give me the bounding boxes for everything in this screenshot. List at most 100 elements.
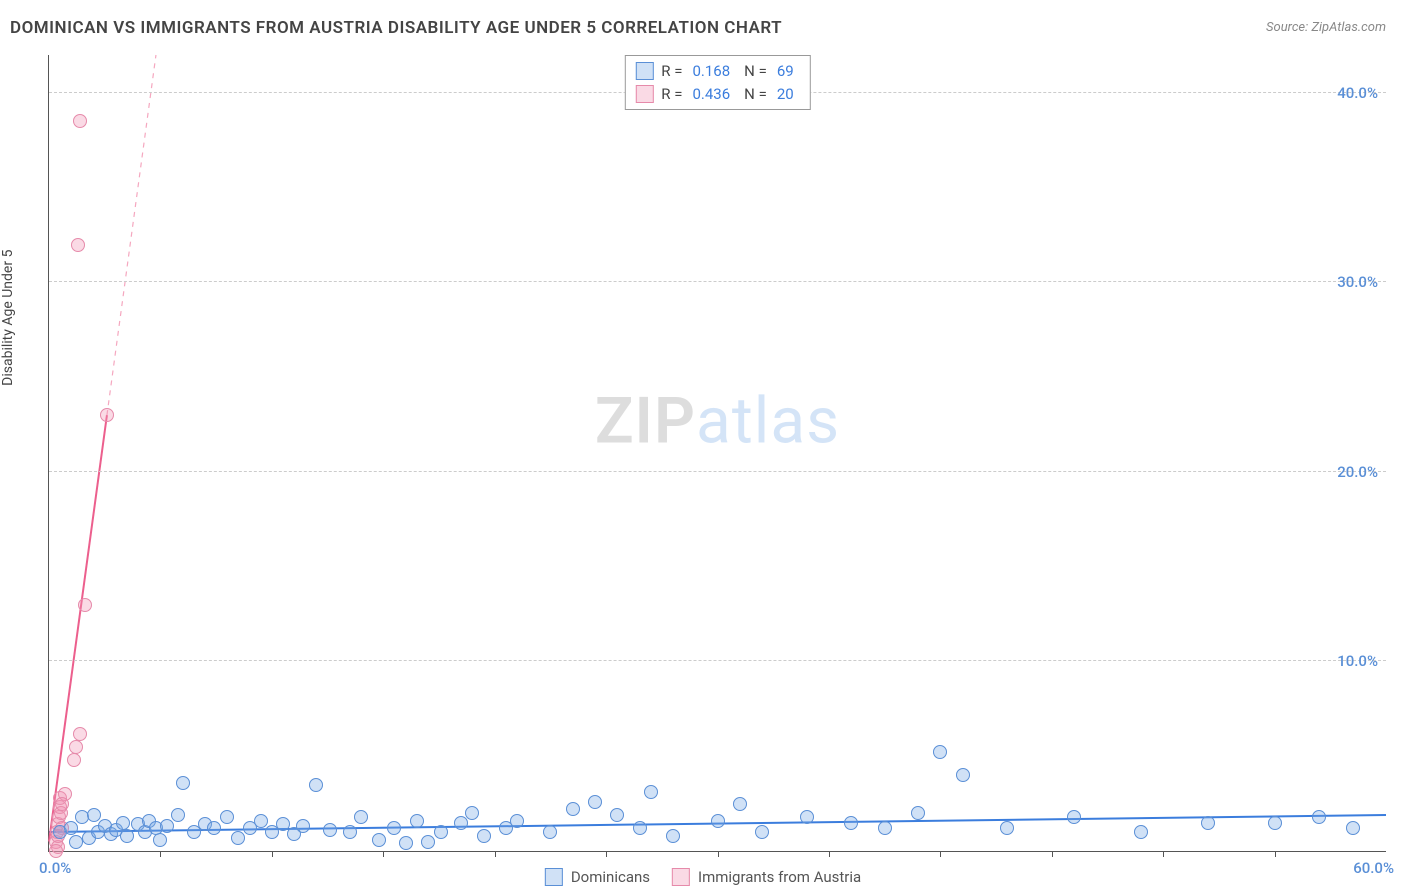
stat-row-dominicans: R = 0.168 N = 69 — [635, 60, 799, 83]
trend-line — [49, 415, 107, 841]
x-tick-mark — [495, 851, 496, 857]
data-point-dominicans — [343, 825, 357, 839]
data-point-dominicans — [87, 808, 101, 822]
source-name: ZipAtlas.com — [1311, 20, 1386, 35]
data-point-dominicans — [477, 829, 491, 843]
data-point-austria — [69, 740, 83, 754]
stat-r-label-dom: R = — [661, 60, 682, 83]
chart-plot-area: ZIPatlas 10.0% 20.0% 30.0% 40.0% R = 0.168 … — [48, 55, 1386, 852]
data-point-dominicans — [372, 833, 386, 847]
data-point-dominicans — [588, 795, 602, 809]
data-point-dominicans — [644, 785, 658, 799]
data-point-dominicans — [510, 814, 524, 828]
data-point-dominicans — [633, 821, 647, 835]
stat-r-val-aus: 0.436 — [692, 83, 730, 106]
data-point-dominicans — [434, 825, 448, 839]
data-point-dominicans — [160, 819, 174, 833]
source-prefix: Source: — [1266, 20, 1311, 35]
data-point-dominicans — [800, 810, 814, 824]
data-point-dominicans — [465, 806, 479, 820]
legend-item-dominicans: Dominicans — [545, 868, 650, 886]
x-tick-mark — [383, 851, 384, 857]
stat-row-austria: R = 0.436 N = 20 — [635, 83, 799, 106]
data-point-austria — [67, 753, 81, 767]
stat-n-label-aus: N = — [744, 83, 767, 106]
data-point-dominicans — [755, 825, 769, 839]
data-point-dominicans — [64, 821, 78, 835]
data-point-dominicans — [176, 776, 190, 790]
data-point-dominicans — [1067, 810, 1081, 824]
watermark-zip: ZIP — [595, 384, 696, 459]
data-point-austria — [78, 598, 92, 612]
legend-item-austria: Immigrants from Austria — [672, 868, 861, 886]
x-tick-mark — [940, 851, 941, 857]
data-point-austria — [49, 844, 63, 858]
watermark-atlas: atlas — [696, 384, 840, 459]
data-point-austria — [100, 408, 114, 422]
y-tick-label: 10.0% — [1337, 652, 1378, 670]
x-tick-mark — [1052, 851, 1053, 857]
data-point-dominicans — [120, 829, 134, 843]
stat-n-val-dom: 69 — [777, 60, 794, 83]
data-point-dominicans — [610, 808, 624, 822]
data-point-dominicans — [421, 835, 435, 849]
data-point-dominicans — [1000, 821, 1014, 835]
stat-r-val-dom: 0.168 — [692, 60, 730, 83]
gridline — [49, 471, 1386, 472]
data-point-dominicans — [207, 821, 221, 835]
legend-label-dominicans: Dominicans — [571, 868, 650, 886]
data-point-dominicans — [1346, 821, 1360, 835]
x-tick-mark — [829, 851, 830, 857]
y-axis-label: Disability Age Under 5 — [0, 250, 16, 386]
swatch-dominicans-icon — [545, 868, 563, 886]
chart-title: DOMINICAN VS IMMIGRANTS FROM AUSTRIA DIS… — [10, 18, 782, 38]
data-point-dominicans — [410, 814, 424, 828]
trend-lines-layer — [49, 55, 1386, 851]
data-point-dominicans — [711, 814, 725, 828]
data-point-austria — [73, 114, 87, 128]
data-point-dominicans — [1134, 825, 1148, 839]
data-point-dominicans — [666, 829, 680, 843]
data-point-dominicans — [543, 825, 557, 839]
data-point-dominicans — [171, 808, 185, 822]
data-point-dominicans — [69, 835, 83, 849]
stat-r-label-aus: R = — [661, 83, 682, 106]
y-tick-label: 20.0% — [1337, 463, 1378, 481]
data-point-austria — [71, 238, 85, 252]
data-point-dominicans — [220, 810, 234, 824]
data-point-dominicans — [323, 823, 337, 837]
data-point-dominicans — [878, 821, 892, 835]
trend-line — [107, 55, 156, 415]
data-point-dominicans — [387, 821, 401, 835]
correlation-stats-box: R = 0.168 N = 69 R = 0.436 N = 20 — [624, 55, 810, 110]
data-point-dominicans — [296, 819, 310, 833]
swatch-austria-icon — [672, 868, 690, 886]
x-tick-mark — [606, 851, 607, 857]
x-axis-max-label: 60.0% — [1353, 859, 1394, 877]
data-point-dominicans — [1312, 810, 1326, 824]
stat-n-val-aus: 20 — [777, 83, 794, 106]
series-legend: Dominicans Immigrants from Austria — [545, 868, 861, 886]
data-point-dominicans — [153, 833, 167, 847]
x-tick-mark — [160, 851, 161, 857]
data-point-austria — [55, 797, 69, 811]
data-point-dominicans — [956, 768, 970, 782]
x-axis-origin-label: 0.0% — [39, 859, 71, 877]
data-point-austria — [73, 727, 87, 741]
x-tick-mark — [1163, 851, 1164, 857]
data-point-dominicans — [399, 836, 413, 850]
data-point-dominicans — [911, 806, 925, 820]
y-tick-label: 40.0% — [1337, 84, 1378, 102]
gridline — [49, 281, 1386, 282]
x-tick-mark — [1275, 851, 1276, 857]
x-tick-mark — [272, 851, 273, 857]
y-tick-label: 30.0% — [1337, 273, 1378, 291]
data-point-dominicans — [844, 816, 858, 830]
swatch-austria — [635, 85, 653, 103]
legend-label-austria: Immigrants from Austria — [698, 868, 861, 886]
data-point-dominicans — [733, 797, 747, 811]
data-point-dominicans — [1268, 816, 1282, 830]
data-point-dominicans — [566, 802, 580, 816]
swatch-dominicans — [635, 62, 653, 80]
data-point-dominicans — [309, 778, 323, 792]
